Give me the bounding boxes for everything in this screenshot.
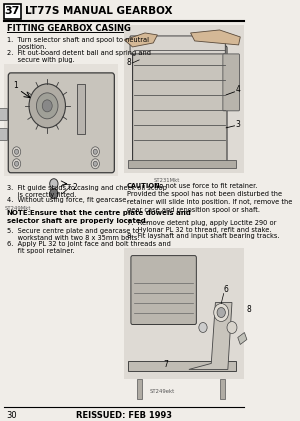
Text: 37: 37: [5, 6, 20, 16]
Text: retainer will slide into position. If not, remove the: retainer will slide into position. If no…: [127, 199, 292, 205]
Circle shape: [93, 149, 97, 154]
Polygon shape: [190, 30, 240, 45]
Text: 1.  Turn selector shaft and spool to neutral
     position.: 1. Turn selector shaft and spool to neut…: [7, 37, 148, 50]
Circle shape: [217, 307, 225, 317]
Text: 3.  Fit guide studs to casing and check oil scoop
     is correctly fitted.: 3. Fit guide studs to casing and check o…: [7, 185, 166, 198]
Text: NOTE:: NOTE:: [7, 210, 31, 216]
Circle shape: [93, 161, 97, 166]
Text: Provided the spool has not been disturbed the: Provided the spool has not been disturbe…: [127, 191, 282, 197]
Circle shape: [14, 149, 19, 154]
FancyBboxPatch shape: [133, 46, 227, 163]
Text: 5.  Secure centre plate and gearcase to
     workstand with two 8 x 35mm bolts.: 5. Secure centre plate and gearcase to w…: [7, 228, 139, 241]
Text: gear case and reposition spool or shaft.: gear case and reposition spool or shaft.: [127, 207, 260, 213]
Text: 7.  Remove detent plug, apply Loctite 290 or
     Hylonar PL 32 to thread, refit: 7. Remove detent plug, apply Loctite 290…: [127, 220, 276, 233]
FancyBboxPatch shape: [130, 36, 225, 54]
Bar: [137, 379, 142, 400]
Text: 8: 8: [246, 305, 251, 314]
FancyBboxPatch shape: [131, 256, 196, 325]
Circle shape: [37, 93, 58, 119]
Text: Ensure that the centre plate dowels and: Ensure that the centre plate dowels and: [25, 210, 191, 216]
Polygon shape: [124, 33, 158, 47]
Circle shape: [42, 100, 52, 112]
Text: FITTING GEARBOX CASING: FITTING GEARBOX CASING: [7, 24, 130, 33]
Circle shape: [199, 322, 207, 333]
Circle shape: [29, 84, 65, 128]
Text: 7: 7: [163, 360, 168, 369]
Text: 6.  Apply PL 32 to joint face and bolt threads and
     fit spool retainer.: 6. Apply PL 32 to joint face and bolt th…: [7, 241, 170, 253]
Polygon shape: [189, 303, 232, 370]
Bar: [124, 25, 244, 173]
Text: ST249ekt: ST249ekt: [149, 389, 174, 394]
Text: 4: 4: [235, 85, 240, 94]
Text: Do not use force to fit retainer.: Do not use force to fit retainer.: [150, 183, 257, 189]
Circle shape: [50, 189, 58, 199]
Text: 4.  Without using force, fit gearcase.: 4. Without using force, fit gearcase.: [7, 197, 128, 203]
Circle shape: [12, 159, 21, 169]
Text: 30: 30: [7, 411, 17, 420]
Circle shape: [214, 304, 229, 322]
Bar: [77, 84, 85, 134]
Circle shape: [12, 147, 21, 157]
Bar: [128, 160, 236, 168]
Bar: [128, 362, 236, 371]
Polygon shape: [238, 333, 247, 344]
Circle shape: [91, 159, 99, 169]
Circle shape: [14, 161, 19, 166]
Text: LT77S MANUAL GEARBOX: LT77S MANUAL GEARBOX: [25, 6, 172, 16]
Text: 1: 1: [14, 81, 18, 91]
Text: 3: 3: [235, 120, 240, 129]
Text: 8: 8: [126, 59, 131, 67]
Bar: [124, 248, 244, 379]
Text: ST249Mkt: ST249Mkt: [4, 206, 31, 210]
Circle shape: [50, 179, 58, 189]
FancyBboxPatch shape: [223, 54, 239, 111]
Bar: [220, 379, 224, 400]
Bar: [4, 64, 118, 176]
Text: 2.  Fit out-board detent ball and spring and
     secure with plug.: 2. Fit out-board detent ball and spring …: [7, 50, 151, 63]
Text: REISSUED: FEB 1993: REISSUED: FEB 1993: [76, 411, 172, 420]
Circle shape: [227, 322, 237, 333]
Circle shape: [91, 147, 99, 157]
Text: 2: 2: [72, 183, 77, 192]
Text: 6: 6: [224, 285, 229, 294]
Text: ST231Mkt: ST231Mkt: [153, 178, 180, 183]
Bar: [0, 108, 8, 120]
Bar: [0, 128, 8, 140]
FancyBboxPatch shape: [4, 4, 21, 19]
FancyBboxPatch shape: [8, 73, 114, 173]
Text: CAUTION:: CAUTION:: [127, 183, 163, 189]
Text: selector shaft are properly located.: selector shaft are properly located.: [7, 218, 148, 224]
Text: 8.  Fit layshaft and input shaft bearing tracks.: 8. Fit layshaft and input shaft bearing …: [127, 233, 279, 239]
